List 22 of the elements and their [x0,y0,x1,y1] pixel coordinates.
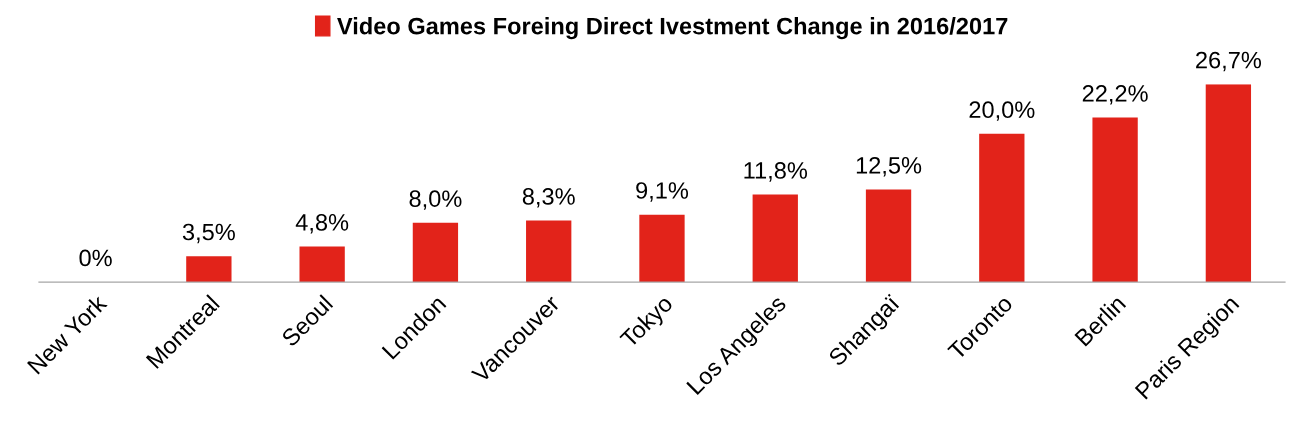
data-label: 11,8% [744,162,808,182]
data-label: 20,0% [969,101,1035,121]
legend-label: Video Games Foreing Direct Ivestment Change in 2016/2017 [337,17,1008,40]
data-label: 12,5% [856,156,922,177]
bar [186,256,232,283]
bar [1205,84,1252,283]
bar [752,194,798,283]
data-label: 9,1% [636,182,689,202]
data-label: 22,2% [1082,85,1148,105]
data-label: 8,0% [409,190,462,210]
data-label: 3,5% [182,223,235,244]
bar [979,133,1025,283]
bar [412,222,459,283]
data-label: 4,8% [295,214,349,234]
bar [639,214,685,283]
bar [1092,117,1138,283]
data-label: 26,7% [1196,51,1262,72]
data-label: 0% [79,249,112,267]
data-label: 8,3% [522,188,575,208]
bar [526,220,572,283]
bar [299,246,345,283]
bar [865,189,912,283]
